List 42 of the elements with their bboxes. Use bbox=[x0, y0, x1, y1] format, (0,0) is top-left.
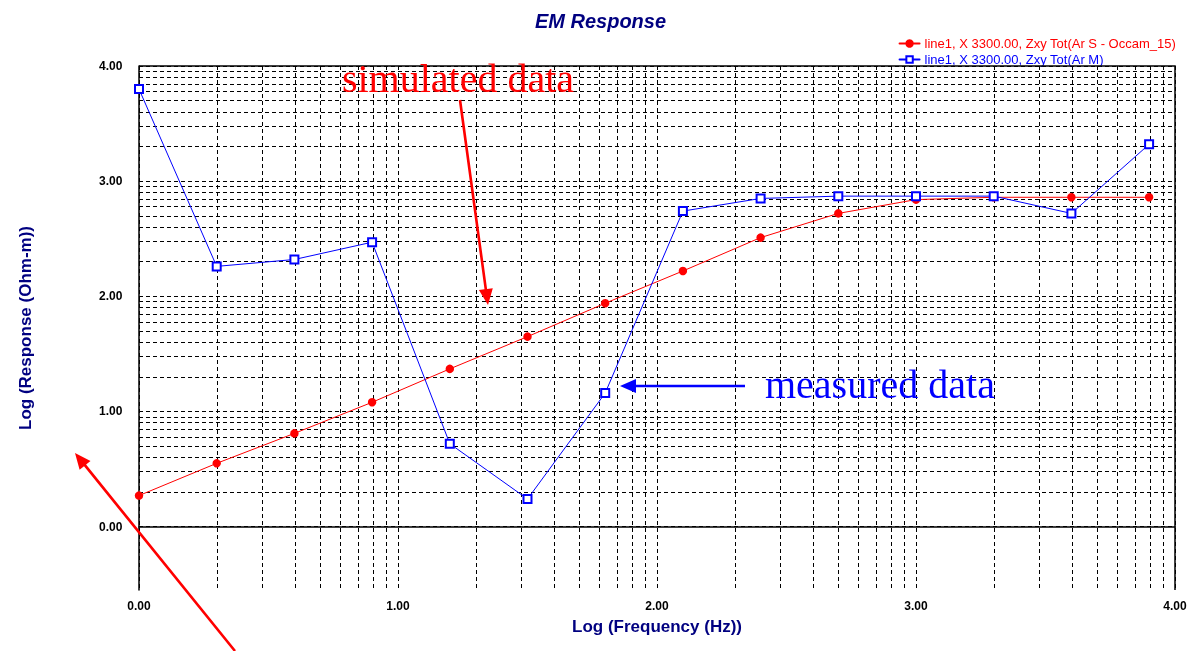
point bbox=[134, 491, 144, 500]
point bbox=[677, 206, 688, 217]
point bbox=[1144, 139, 1155, 150]
legend-label: line1, X 3300.00, Zxy Tot(Ar M) bbox=[924, 52, 1104, 67]
point bbox=[523, 332, 532, 341]
y-tick-label: 1.00 bbox=[99, 404, 123, 419]
point bbox=[1144, 193, 1154, 202]
legend-label: line1, X 3300.00, Zxy Tot(Ar S - Occam_15) bbox=[924, 36, 1176, 51]
point bbox=[367, 237, 378, 248]
point bbox=[367, 398, 377, 407]
point bbox=[1067, 193, 1076, 202]
point bbox=[834, 209, 843, 218]
y-tick-label: 0.00 bbox=[99, 519, 123, 534]
point bbox=[444, 438, 455, 449]
y-tick-label: 3.00 bbox=[99, 174, 123, 189]
point bbox=[290, 429, 299, 438]
x-tick-label: 0.00 bbox=[127, 599, 151, 613]
point bbox=[911, 191, 921, 202]
point bbox=[134, 84, 144, 95]
y-tick-label: 2.00 bbox=[99, 289, 123, 304]
chart-title: EM Response bbox=[534, 10, 667, 32]
point bbox=[445, 364, 455, 374]
y-axis-title: Log (Response (Ohm-m)) bbox=[16, 226, 35, 430]
y-tick-label: 4.00 bbox=[99, 59, 123, 73]
point bbox=[600, 388, 611, 399]
point bbox=[522, 494, 533, 505]
point bbox=[678, 266, 688, 276]
point bbox=[600, 298, 610, 308]
point bbox=[211, 261, 222, 272]
annotation: measured data bbox=[765, 362, 996, 407]
annotation: simulated data bbox=[341, 56, 575, 101]
x-axis-title: Log (Frequency (Hz)) bbox=[572, 617, 742, 636]
point bbox=[212, 459, 221, 468]
point bbox=[756, 233, 765, 242]
x-tick-label: 2.00 bbox=[645, 599, 669, 613]
x-tick-label: 3.00 bbox=[904, 599, 928, 613]
x-tick-label: 4.00 bbox=[1163, 599, 1187, 613]
point bbox=[1066, 208, 1077, 219]
point bbox=[755, 193, 766, 204]
x-tick-label: 1.00 bbox=[386, 599, 410, 613]
point bbox=[289, 254, 300, 265]
point bbox=[833, 191, 844, 202]
